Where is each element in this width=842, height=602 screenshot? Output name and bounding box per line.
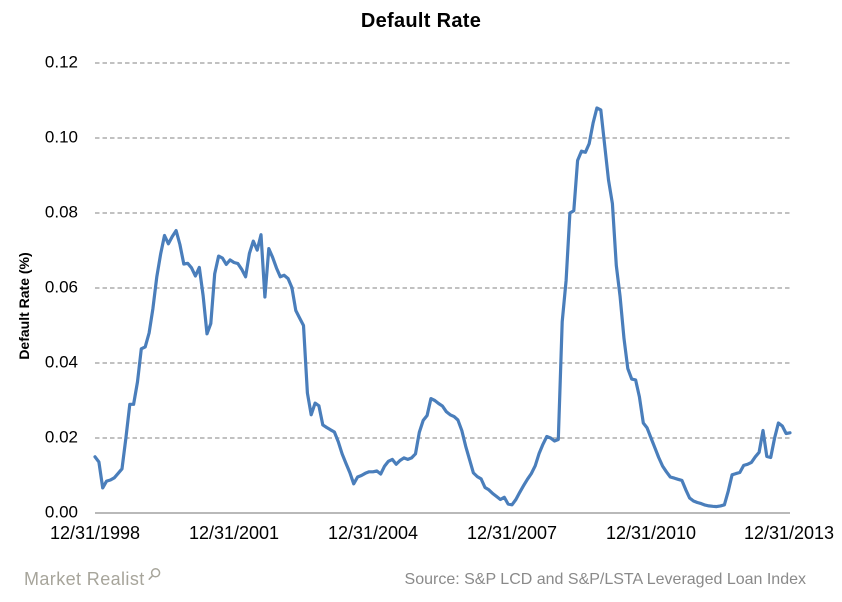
magnifier-icon bbox=[147, 566, 162, 587]
x-tick-label: 12/31/2010 bbox=[605, 523, 697, 543]
y-tick-label: 0.08 bbox=[44, 202, 78, 222]
source-text: Source: S&P LCD and S&P/LSTA Leveraged L… bbox=[404, 571, 806, 588]
x-tick-label: 12/31/1998 bbox=[49, 523, 141, 543]
x-tick-label: 12/31/2013 bbox=[743, 523, 835, 543]
y-tick-label: 0.12 bbox=[44, 52, 78, 72]
y-tick-label: 0.06 bbox=[44, 277, 78, 297]
y-axis-title: Default Rate (%) bbox=[16, 252, 32, 360]
y-tick-label: 0.04 bbox=[44, 352, 78, 372]
default-rate-line bbox=[93, 106, 792, 509]
x-tick-label: 12/31/2007 bbox=[466, 523, 558, 543]
brand-text: Market Realist bbox=[24, 569, 145, 589]
x-tick-label: 12/31/2004 bbox=[327, 523, 419, 543]
y-tick-label: 0.10 bbox=[44, 127, 78, 147]
y-tick-label: 0.00 bbox=[44, 502, 78, 522]
chart-title: Default Rate bbox=[360, 10, 482, 32]
brand-logo: Market Realist bbox=[24, 566, 162, 590]
y-tick-label: 0.02 bbox=[44, 427, 78, 447]
x-tick-label: 12/31/2001 bbox=[188, 523, 280, 543]
